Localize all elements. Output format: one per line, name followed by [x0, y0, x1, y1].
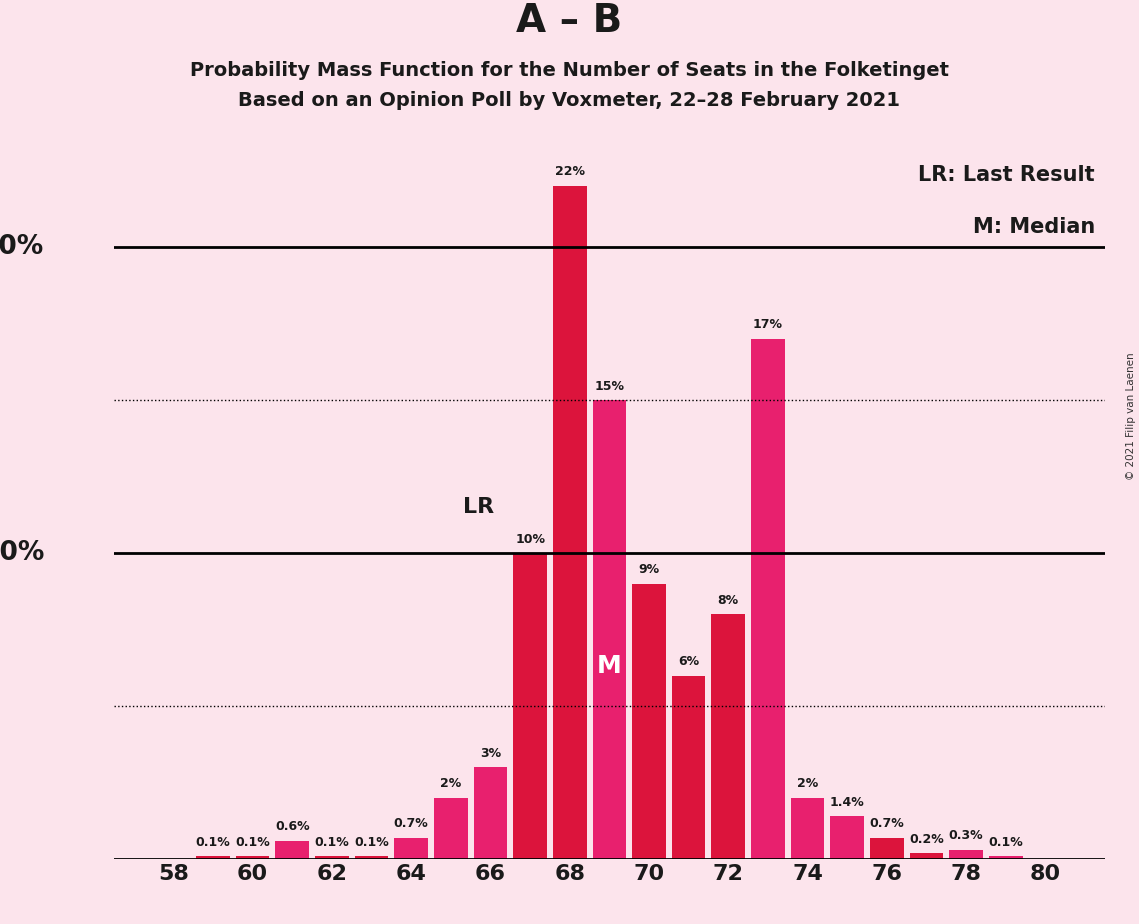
Text: 0.1%: 0.1% [236, 835, 270, 848]
Text: 3%: 3% [480, 747, 501, 760]
Bar [316, 857, 349, 859]
Bar [632, 584, 666, 859]
Text: M: Median: M: Median [973, 216, 1095, 237]
Text: 0.1%: 0.1% [989, 835, 1023, 848]
Text: 0.2%: 0.2% [909, 833, 944, 845]
Bar [949, 850, 983, 859]
Bar [552, 186, 587, 859]
Bar [870, 838, 903, 859]
Text: 8%: 8% [718, 594, 739, 607]
Text: Based on an Opinion Poll by Voxmeter, 22–28 February 2021: Based on an Opinion Poll by Voxmeter, 22… [238, 91, 901, 110]
Text: LR: Last Result: LR: Last Result [918, 165, 1095, 185]
Bar [474, 768, 507, 859]
Bar [790, 798, 825, 859]
Text: Probability Mass Function for the Number of Seats in the Folketinget: Probability Mass Function for the Number… [190, 61, 949, 79]
Bar [514, 553, 547, 859]
Bar [354, 857, 388, 859]
Bar [830, 817, 865, 859]
Text: 9%: 9% [639, 564, 659, 577]
Text: 0.3%: 0.3% [949, 830, 983, 843]
Text: 10%: 10% [515, 532, 546, 545]
Text: 6%: 6% [678, 655, 699, 668]
Text: 15%: 15% [595, 380, 624, 393]
Text: 0.7%: 0.7% [394, 817, 428, 831]
Bar [434, 798, 468, 859]
Text: 0.1%: 0.1% [354, 835, 388, 848]
Text: 0.1%: 0.1% [314, 835, 350, 848]
Bar [751, 339, 785, 859]
Text: 2%: 2% [440, 777, 461, 790]
Text: 17%: 17% [753, 319, 782, 332]
Text: 2%: 2% [797, 777, 818, 790]
Text: LR: LR [462, 496, 494, 517]
Text: 22%: 22% [555, 165, 584, 178]
Bar [672, 675, 705, 859]
Bar [910, 853, 943, 859]
Text: 0.6%: 0.6% [274, 821, 310, 833]
Text: A – B: A – B [516, 3, 623, 41]
Bar [394, 838, 428, 859]
Text: 0.1%: 0.1% [196, 835, 230, 848]
Bar [592, 400, 626, 859]
Text: 1.4%: 1.4% [830, 796, 865, 808]
Text: © 2021 Filip van Laenen: © 2021 Filip van Laenen [1126, 352, 1136, 480]
Bar [989, 857, 1023, 859]
Bar [236, 857, 270, 859]
Text: 0.7%: 0.7% [869, 817, 904, 831]
Text: M: M [597, 654, 622, 678]
Bar [196, 857, 230, 859]
Bar [712, 614, 745, 859]
Bar [276, 841, 309, 859]
Text: 10%: 10% [0, 541, 44, 566]
Text: 20%: 20% [0, 234, 44, 261]
